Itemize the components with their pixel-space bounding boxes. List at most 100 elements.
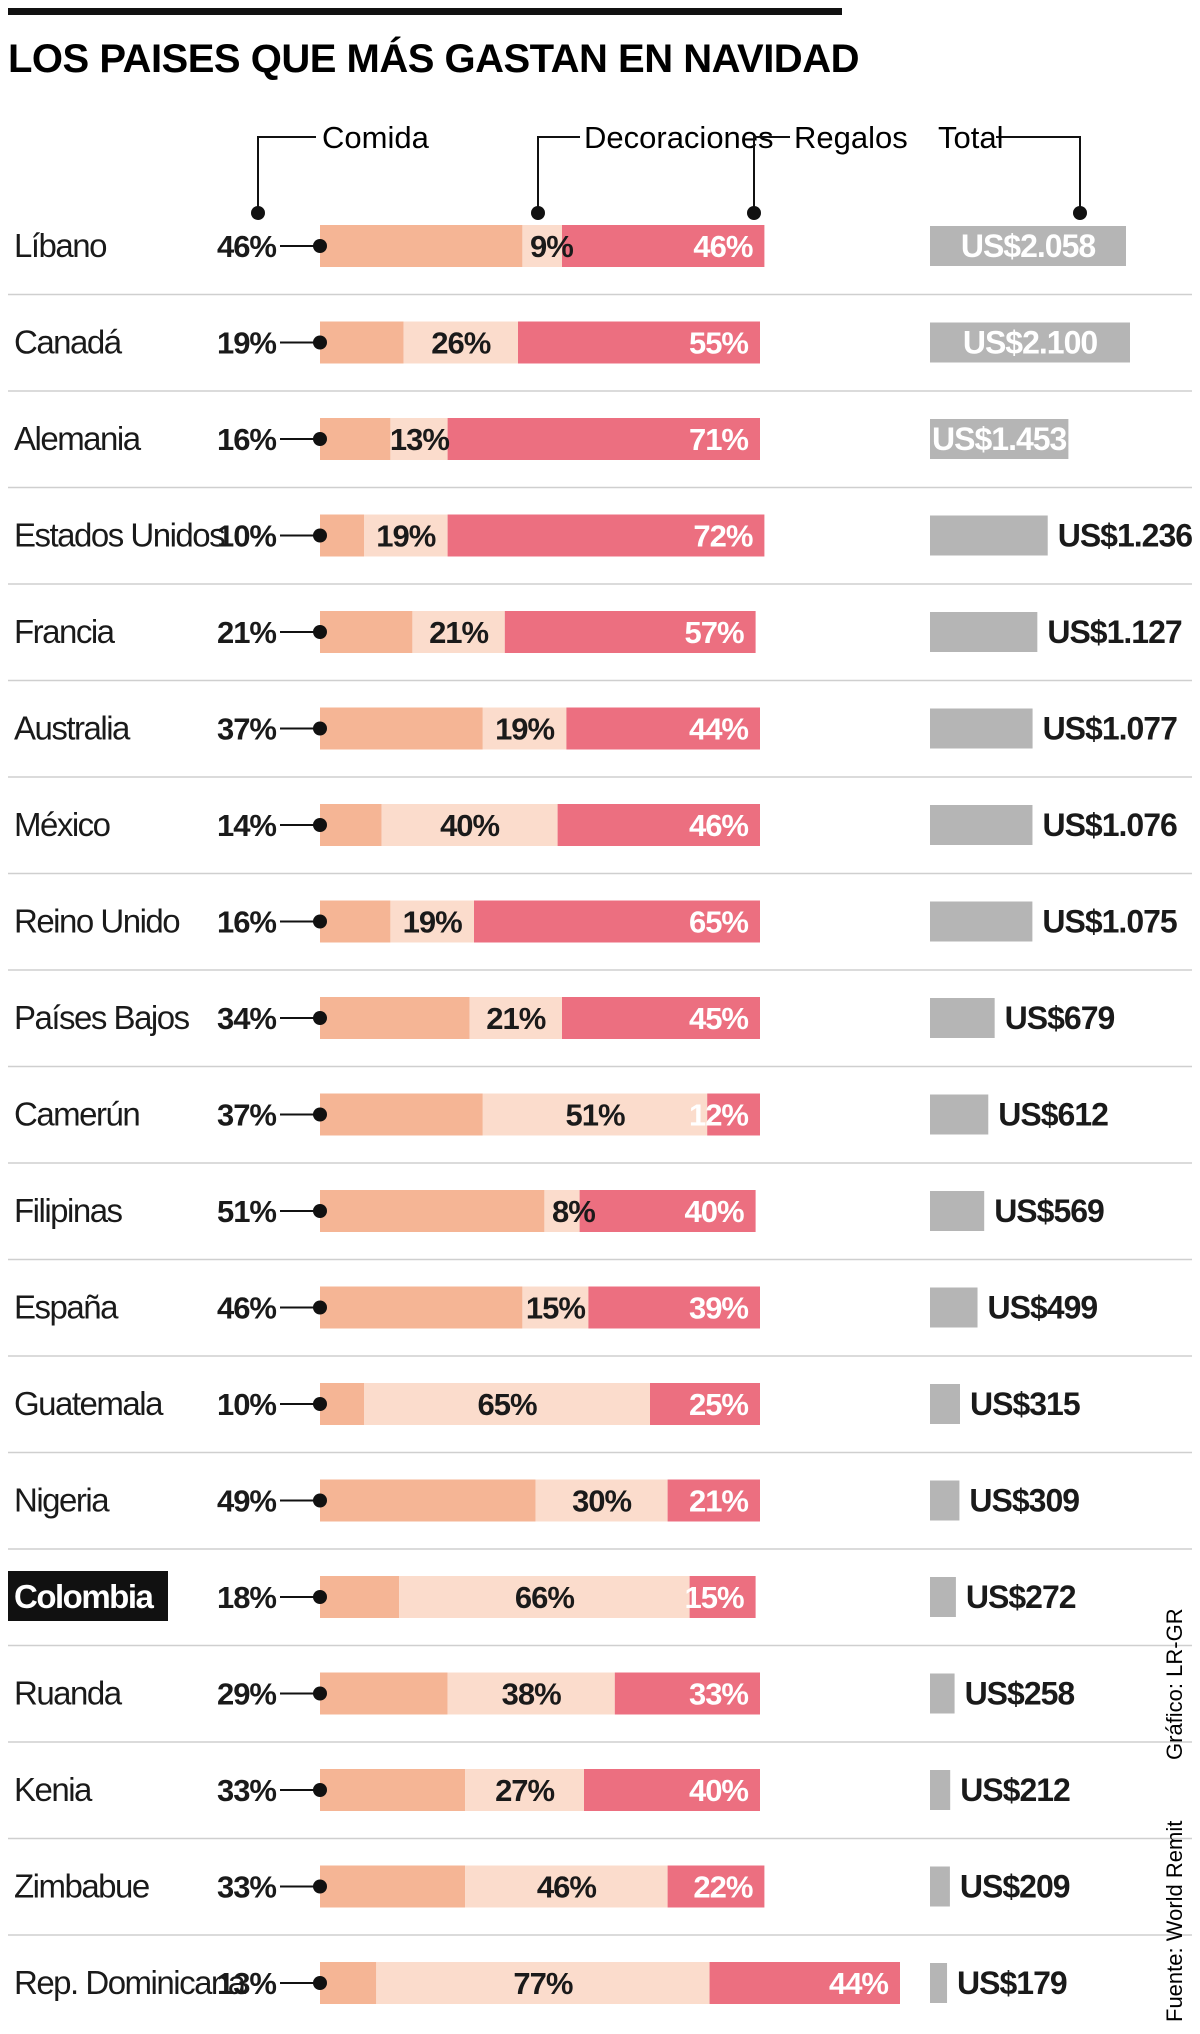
bar-comida	[320, 611, 413, 653]
comida-value: 21%	[217, 615, 276, 650]
chart-title: LOS PAISES QUE MÁS GASTAN EN NAVIDAD	[8, 36, 859, 81]
total-bar	[930, 805, 1033, 845]
bar-regalos	[474, 900, 760, 943]
regalos-value: 40%	[685, 1194, 744, 1229]
regalos-value: 71%	[689, 422, 748, 457]
total-value: US$1.236	[1058, 518, 1193, 554]
bar-decoraciones	[482, 707, 567, 750]
total-value: US$1.076	[1042, 807, 1177, 843]
decoraciones-value: 9%	[530, 229, 573, 264]
comida-dot	[313, 432, 327, 446]
comida-dot	[313, 528, 327, 543]
comida-dot	[313, 1783, 327, 1797]
bar-decoraciones	[522, 225, 562, 267]
comida-value: 33%	[217, 1870, 276, 1905]
total-value: US$258	[965, 1676, 1075, 1712]
bar-regalos	[447, 514, 765, 557]
comida-value: 51%	[217, 1194, 276, 1229]
bar-decoraciones	[412, 611, 505, 653]
bar-regalos	[566, 707, 760, 750]
comida-dot	[313, 239, 327, 253]
legend-decoraciones-dot	[531, 206, 545, 220]
regalos-value: 57%	[685, 615, 744, 650]
decoraciones-value: 77%	[513, 1966, 572, 2001]
legend-decoraciones: Decoraciones	[584, 120, 774, 155]
total-bar	[930, 1673, 955, 1714]
bar-comida	[320, 997, 470, 1039]
bar-comida	[320, 1479, 536, 1522]
decoraciones-value: 26%	[431, 326, 490, 361]
bar-regalos	[504, 611, 756, 653]
comida-value: 16%	[217, 905, 276, 940]
country-label: Canadá	[14, 324, 123, 361]
country-label: Zimbabue	[14, 1868, 149, 1905]
total-value: US$1.077	[1043, 711, 1178, 747]
total-value: US$209	[960, 1869, 1070, 1905]
comida-dot	[313, 1879, 327, 1894]
country-label: Países Bajos	[14, 999, 190, 1036]
regalos-value: 46%	[689, 808, 748, 843]
total-bar	[930, 515, 1048, 556]
bar-regalos	[650, 1383, 760, 1425]
comida-dot	[313, 1300, 327, 1315]
chart-rows: Líbano 46% 9% 46% US$2.058 Canadá 19% 26% 55% US$…	[8, 225, 1193, 2004]
country-label: Rep. Dominicana	[14, 1964, 247, 2001]
comida-value: 10%	[217, 519, 276, 554]
comida-dot	[313, 818, 327, 832]
decoraciones-value: 40%	[440, 808, 499, 843]
country-label: Kenia	[14, 1771, 93, 1808]
comida-value: 18%	[217, 1580, 276, 1615]
total-value: US$315	[970, 1386, 1080, 1422]
bar-regalos	[562, 225, 765, 267]
total-value: US$499	[988, 1290, 1098, 1326]
regalos-value: 46%	[693, 229, 752, 264]
regalos-value: 72%	[693, 519, 752, 554]
regalos-value: 55%	[689, 326, 748, 361]
total-bar	[930, 1191, 985, 1231]
legend-regalos-dot	[747, 206, 761, 220]
bar-decoraciones	[364, 1383, 650, 1425]
decoraciones-value: 66%	[515, 1580, 574, 1615]
bar-comida	[320, 707, 483, 750]
bar-comida	[320, 1865, 466, 1908]
country-label: Estados Unidos	[14, 517, 225, 554]
country-label: Alemania	[14, 420, 142, 457]
bar-comida	[320, 1769, 466, 1811]
title-top-rule	[8, 8, 842, 15]
total-value: US$212	[960, 1772, 1070, 1808]
regalos-value: 39%	[689, 1291, 748, 1326]
decoraciones-value: 19%	[376, 519, 435, 554]
regalos-value: 21%	[689, 1484, 748, 1519]
comida-value: 10%	[217, 1387, 276, 1422]
bar-decoraciones	[390, 418, 448, 460]
bar-decoraciones	[381, 804, 558, 846]
total-value: US$2.100	[963, 325, 1098, 361]
decoraciones-value: 65%	[477, 1387, 536, 1422]
total-bar	[930, 322, 1130, 363]
total-bar	[930, 226, 1126, 266]
bar-comida	[320, 514, 364, 557]
comida-value: 19%	[217, 326, 276, 361]
bar-decoraciones	[482, 1093, 708, 1136]
comida-value: 33%	[217, 1773, 276, 1808]
decoraciones-value: 21%	[486, 1001, 545, 1036]
country-label: Líbano	[14, 227, 106, 264]
total-value: US$272	[966, 1579, 1076, 1615]
bar-comida	[320, 1672, 448, 1715]
bar-regalos	[709, 1962, 900, 2004]
country-label: Camerún	[14, 1096, 139, 1133]
highlight-box	[8, 1571, 168, 1621]
bar-decoraciones	[399, 1576, 690, 1618]
bar-comida	[320, 1962, 377, 2004]
country-label: Filipinas	[14, 1192, 123, 1229]
comida-dot	[313, 1397, 327, 1411]
total-bar	[930, 1094, 989, 1135]
comida-dot	[313, 1686, 327, 1701]
country-label: Australia	[14, 710, 131, 747]
decoraciones-value: 19%	[403, 905, 462, 940]
total-bar	[930, 708, 1033, 749]
comida-dot	[313, 625, 327, 639]
bar-comida	[320, 1286, 523, 1329]
bar-comida	[320, 1190, 545, 1232]
bar-decoraciones	[535, 1479, 668, 1522]
